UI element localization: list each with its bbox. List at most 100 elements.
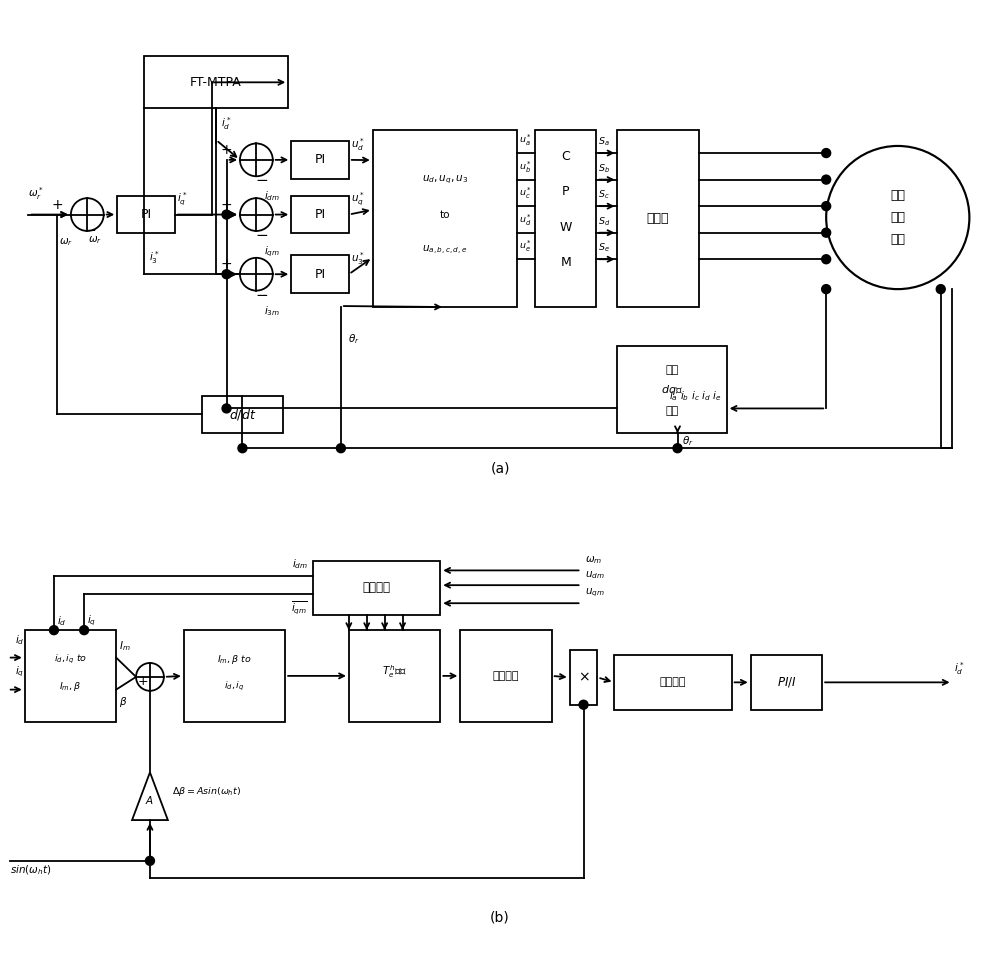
Text: $\overline{i_{qm}}$: $\overline{i_{qm}}$ xyxy=(291,599,308,617)
FancyBboxPatch shape xyxy=(202,396,283,434)
FancyBboxPatch shape xyxy=(535,130,596,307)
FancyBboxPatch shape xyxy=(291,196,349,233)
Text: $I_m,\beta$: $I_m,\beta$ xyxy=(59,681,81,693)
Text: (b): (b) xyxy=(490,911,510,924)
FancyBboxPatch shape xyxy=(751,655,822,710)
Text: to: to xyxy=(440,210,450,220)
Text: $-$: $-$ xyxy=(255,171,268,186)
Text: 电机: 电机 xyxy=(890,233,905,246)
Text: $S_a$: $S_a$ xyxy=(598,136,610,148)
Text: $u_d^*$: $u_d^*$ xyxy=(519,213,532,227)
FancyBboxPatch shape xyxy=(117,196,175,233)
Circle shape xyxy=(822,148,831,158)
Circle shape xyxy=(822,228,831,237)
Text: $S_c$: $S_c$ xyxy=(598,189,610,201)
Text: $i_a\ i_b\ i_c\ i_d\ i_e$: $i_a\ i_b\ i_c\ i_d\ i_e$ xyxy=(669,389,722,404)
Circle shape xyxy=(222,210,231,219)
Text: $i_q$: $i_q$ xyxy=(15,664,24,679)
Text: $u_{qm}$: $u_{qm}$ xyxy=(585,587,604,599)
Text: $u_{a,b,c,d,e}$: $u_{a,b,c,d,e}$ xyxy=(422,244,467,257)
Circle shape xyxy=(80,625,89,635)
Polygon shape xyxy=(132,772,168,820)
Text: $u_d^*$: $u_d^*$ xyxy=(351,136,365,153)
Text: $dq$轴: $dq$轴 xyxy=(661,382,683,397)
Text: $A$: $A$ xyxy=(145,794,154,806)
Text: $i_{qm}$: $i_{qm}$ xyxy=(264,244,280,258)
FancyBboxPatch shape xyxy=(313,560,440,616)
Text: $PI/I$: $PI/I$ xyxy=(777,676,796,689)
Text: $i_d,i_q$ to: $i_d,i_q$ to xyxy=(54,652,87,666)
Circle shape xyxy=(136,663,164,691)
FancyBboxPatch shape xyxy=(184,630,285,721)
Text: W: W xyxy=(559,221,572,234)
Text: +: + xyxy=(221,257,232,271)
Circle shape xyxy=(826,146,969,289)
Text: $\omega_r$: $\omega_r$ xyxy=(59,236,74,248)
Text: $u_b^*$: $u_b^*$ xyxy=(519,160,532,174)
Text: 计算: 计算 xyxy=(665,365,679,376)
Text: $i_d^*$: $i_d^*$ xyxy=(221,115,232,132)
Text: $u_q^*$: $u_q^*$ xyxy=(351,190,365,207)
Text: $S_b$: $S_b$ xyxy=(598,162,610,174)
Text: $i_q^*$: $i_q^*$ xyxy=(177,190,187,207)
Text: $u_c^*$: $u_c^*$ xyxy=(519,186,532,201)
Circle shape xyxy=(222,270,231,279)
Circle shape xyxy=(673,443,682,453)
Text: PI: PI xyxy=(314,268,326,281)
Text: 逆变器: 逆变器 xyxy=(647,212,669,225)
Text: $\omega_r$: $\omega_r$ xyxy=(88,234,102,246)
Text: $\omega_r^*$: $\omega_r^*$ xyxy=(28,185,44,201)
Text: $\Delta\beta=Asin(\omega_h t)$: $\Delta\beta=Asin(\omega_h t)$ xyxy=(172,785,241,798)
Text: 五相: 五相 xyxy=(890,189,905,202)
Text: 带通滤波: 带通滤波 xyxy=(493,671,519,681)
Text: (a): (a) xyxy=(490,461,510,475)
Text: $S_d$: $S_d$ xyxy=(598,215,611,227)
FancyBboxPatch shape xyxy=(614,655,732,710)
Text: P: P xyxy=(562,186,569,198)
Text: C: C xyxy=(561,150,570,163)
FancyBboxPatch shape xyxy=(373,130,517,307)
Circle shape xyxy=(222,404,231,413)
Text: +: + xyxy=(52,197,63,212)
FancyBboxPatch shape xyxy=(349,630,440,721)
Text: $i_d$: $i_d$ xyxy=(57,615,66,628)
FancyBboxPatch shape xyxy=(25,630,116,721)
Text: $I_m,\beta$ to: $I_m,\beta$ to xyxy=(217,653,252,666)
Circle shape xyxy=(579,700,588,710)
Circle shape xyxy=(822,175,831,184)
Circle shape xyxy=(822,201,831,211)
Text: $u_3^*$: $u_3^*$ xyxy=(351,251,365,267)
FancyBboxPatch shape xyxy=(291,256,349,293)
Text: $i_{3m}$: $i_{3m}$ xyxy=(264,304,280,318)
Text: $i_{dm}$: $i_{dm}$ xyxy=(292,558,308,571)
Text: $i_d^*$: $i_d^*$ xyxy=(954,660,965,678)
Circle shape xyxy=(240,198,273,231)
FancyBboxPatch shape xyxy=(617,346,727,434)
Text: $u_{dm}$: $u_{dm}$ xyxy=(585,569,604,581)
FancyBboxPatch shape xyxy=(291,141,349,179)
Circle shape xyxy=(238,443,247,453)
Text: $i_{dm}$: $i_{dm}$ xyxy=(264,190,280,203)
Text: +: + xyxy=(221,197,232,212)
Text: $\theta_r$: $\theta_r$ xyxy=(348,332,360,346)
FancyBboxPatch shape xyxy=(144,56,288,108)
Text: $\times$: $\times$ xyxy=(578,671,589,684)
Text: $\theta_r$: $\theta_r$ xyxy=(682,435,694,448)
Text: 低通滤波: 低通滤波 xyxy=(363,582,391,594)
Circle shape xyxy=(240,143,273,176)
Text: 永磁: 永磁 xyxy=(890,211,905,224)
Text: $\beta$: $\beta$ xyxy=(119,695,127,709)
FancyBboxPatch shape xyxy=(460,630,552,721)
Text: $S_e$: $S_e$ xyxy=(598,242,610,255)
Text: $I_m$: $I_m$ xyxy=(119,639,131,652)
Text: $-$: $-$ xyxy=(255,286,268,301)
Text: $-$: $-$ xyxy=(255,226,268,241)
Circle shape xyxy=(822,285,831,293)
Text: $sin(\omega_h t)$: $sin(\omega_h t)$ xyxy=(10,863,51,877)
FancyBboxPatch shape xyxy=(570,650,597,705)
Text: $u_a^*$: $u_a^*$ xyxy=(519,133,532,148)
Text: $T_e^h$计算: $T_e^h$计算 xyxy=(382,663,407,680)
Text: PI: PI xyxy=(140,208,152,221)
Text: $i_3^*$: $i_3^*$ xyxy=(149,250,159,266)
Text: $d/dt$: $d/dt$ xyxy=(229,407,256,422)
